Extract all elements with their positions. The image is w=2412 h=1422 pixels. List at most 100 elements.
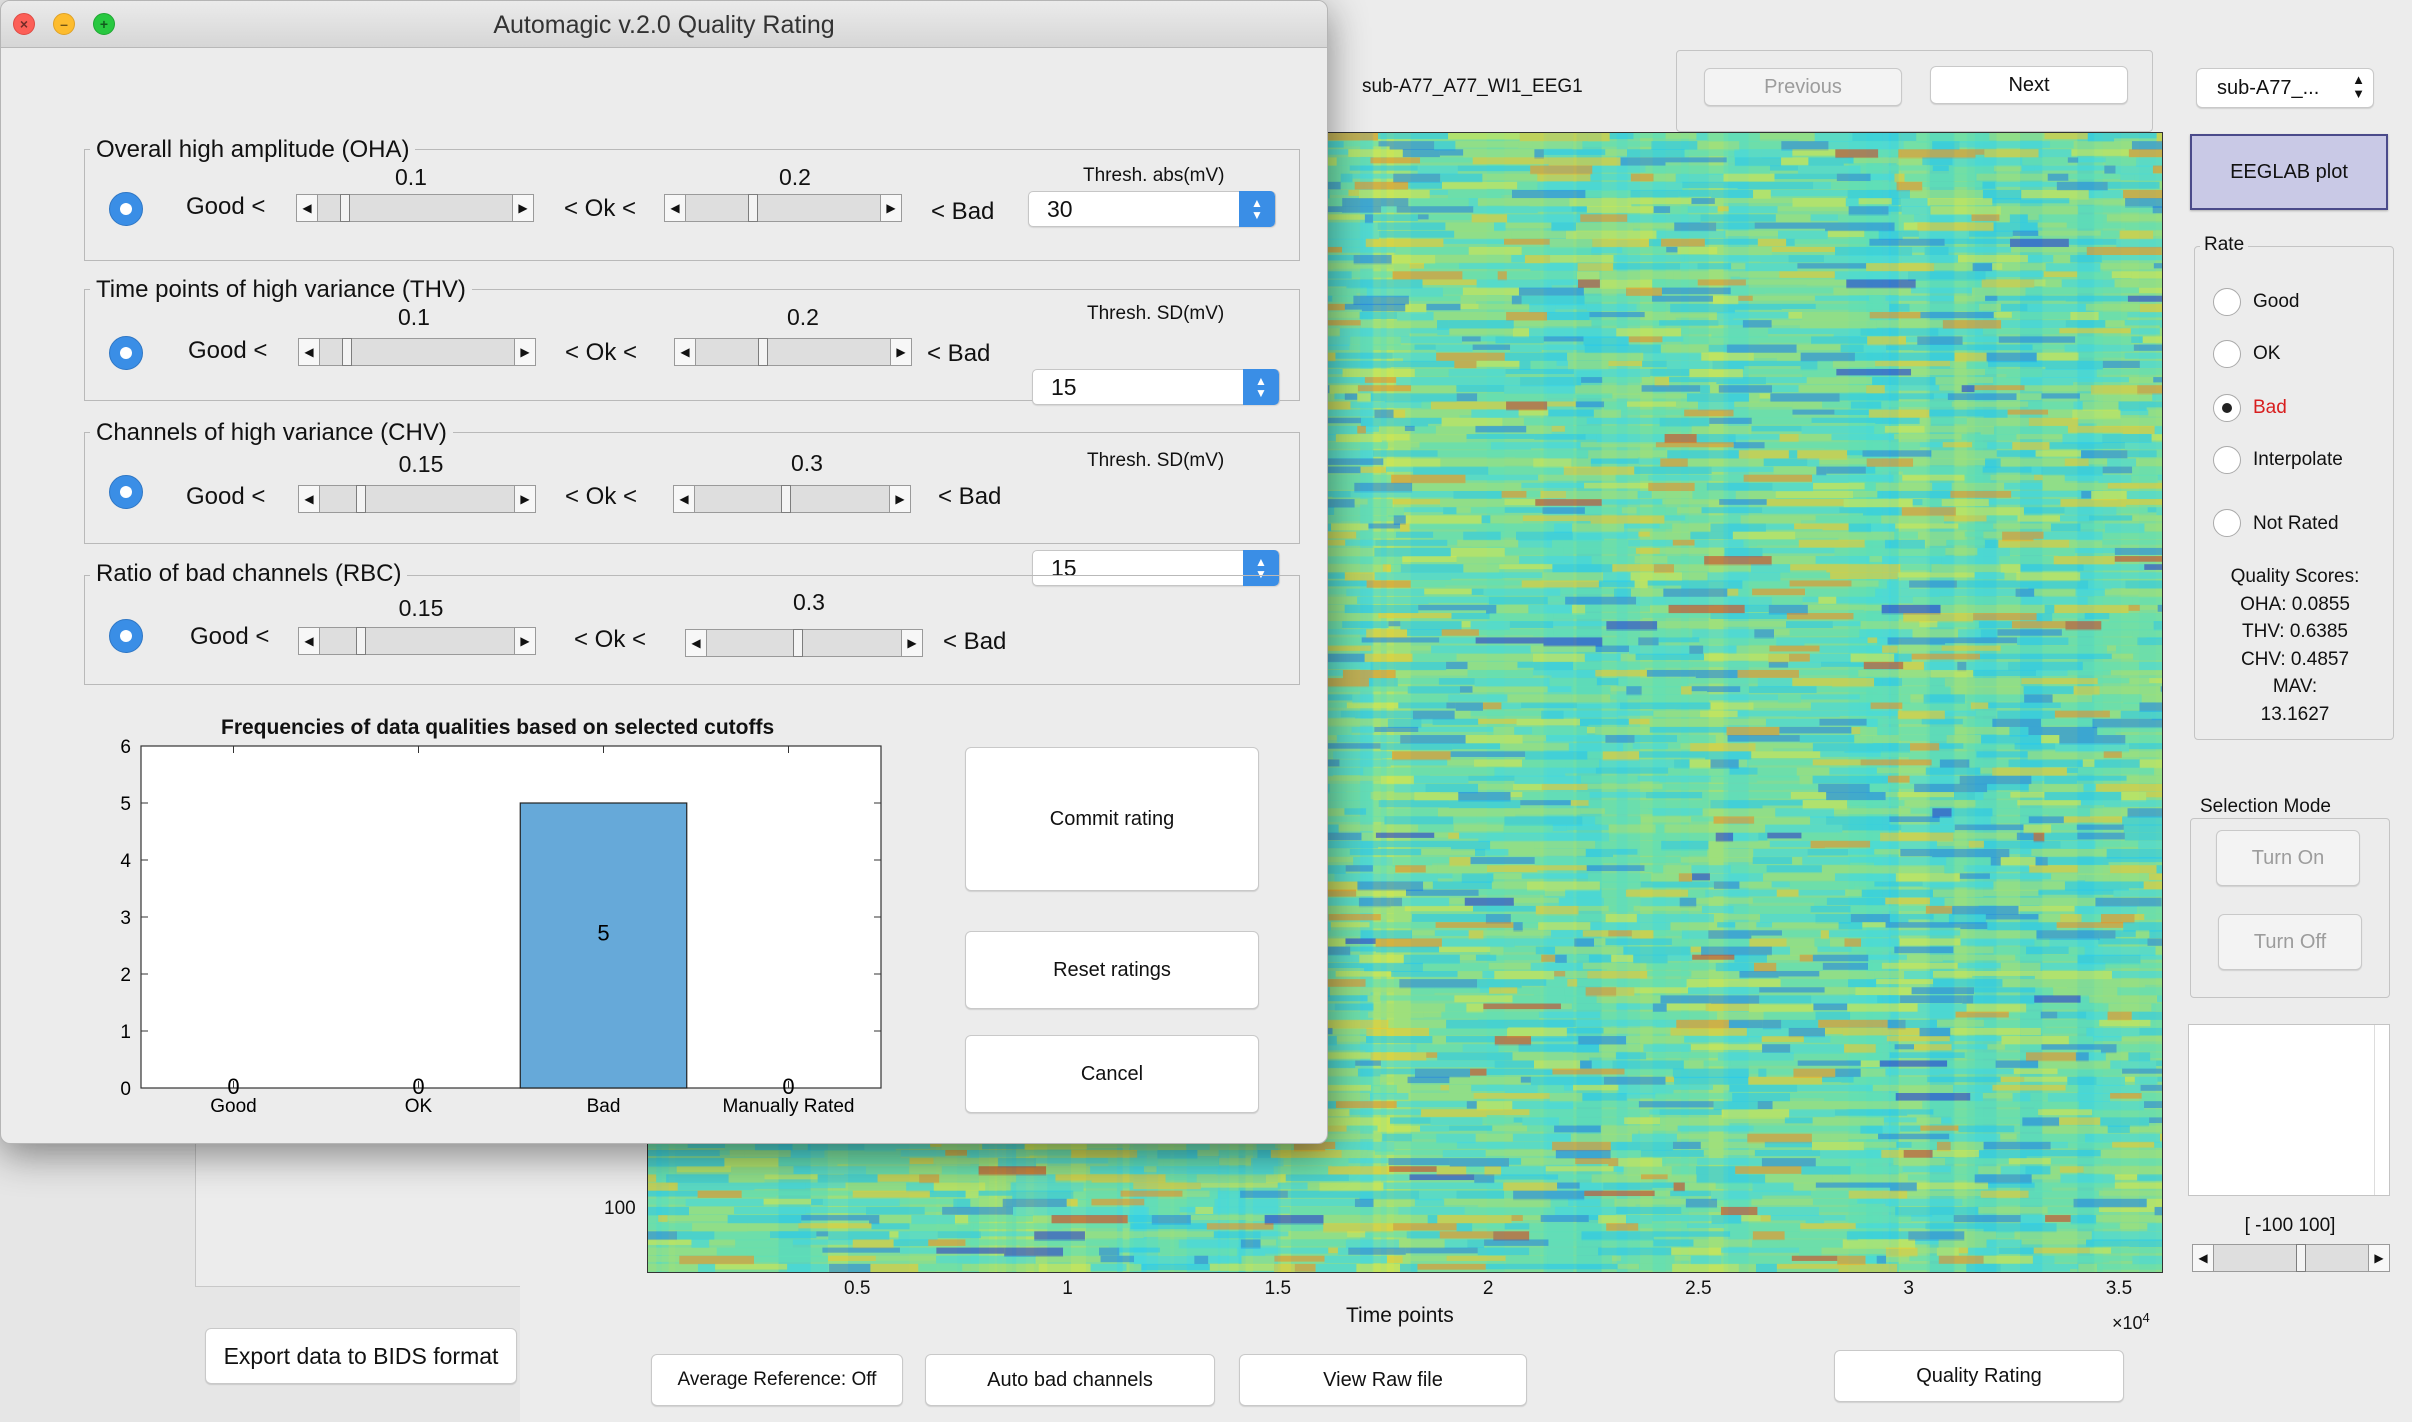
heatmap-cell: [1513, 1117, 1523, 1123]
heatmap-cell: [1889, 547, 1946, 558]
slider-track[interactable]: [2214, 1244, 2368, 1272]
heatmap-cell: [1650, 368, 1690, 376]
heatmap-cell: [2128, 1052, 2151, 1062]
heatmap-cell: [1151, 1215, 1191, 1225]
heatmap-cell: [1392, 751, 1451, 761]
heatmap-cell: [1408, 198, 1469, 207]
heatmap-cell: [1418, 824, 1454, 832]
heatmap-cell: [1814, 938, 1830, 949]
heatmap-cell: [1409, 434, 1467, 444]
heatmap-cell: [1962, 1198, 2001, 1207]
heatmap-cell: [792, 1141, 808, 1148]
heatmap-cell: [1659, 1109, 1722, 1115]
heatmap-cell: [1404, 905, 1473, 912]
heatmap-cell: [1341, 1149, 1375, 1159]
heatmap-cell: [1869, 311, 1921, 319]
heatmap-cell: [954, 1215, 969, 1225]
heatmap-cell: [1966, 661, 2009, 671]
slider-left-arrow-icon[interactable]: ◀: [2193, 1245, 2214, 1271]
rate-ok-radio[interactable]: [2213, 340, 2241, 368]
heatmap-cell: [1890, 930, 1961, 936]
heatmap-cell: [1626, 1093, 1656, 1099]
heatmap-cell: [1830, 1036, 1887, 1044]
heatmap-cell: [2014, 1125, 2043, 1132]
heatmap-cell: [1209, 1190, 1218, 1200]
selection-list[interactable]: [2188, 1024, 2390, 1196]
heatmap-cell: [1978, 1166, 2001, 1174]
heatmap-cell: [1565, 889, 1602, 899]
heatmap-cell: [1749, 393, 1760, 403]
heatmap-cell: [1815, 515, 1882, 523]
heatmap-cell: [1340, 905, 1405, 914]
heatmap-cell: [1590, 173, 1631, 181]
heatmap-cell: [2154, 1141, 2162, 1148]
heatmap-cell: [1087, 1141, 1131, 1149]
heatmap-cell: [1772, 385, 1799, 393]
heatmap-cell: [1875, 466, 1903, 472]
heatmap-cell: [939, 1174, 1017, 1182]
heatmap-cell: [1898, 149, 1976, 159]
heatmap-cell: [1283, 1158, 1332, 1166]
subject-select[interactable]: sub-A77_... ▲ ▼: [2196, 68, 2374, 108]
heatmap-cell: [1742, 580, 1790, 590]
heatmap-cell: [2129, 1125, 2162, 1133]
heatmap-cell: [2028, 401, 2074, 410]
heatmap-cell: [933, 1182, 986, 1191]
heatmap-cell: [1711, 1215, 1742, 1225]
heatmap-cell: [1942, 442, 1973, 448]
heatmap-cell: [1273, 1223, 1315, 1231]
heatmap-cell: [1739, 970, 1779, 978]
heatmap-cell: [1522, 791, 1590, 801]
heatmap-cell: [1585, 189, 1631, 197]
heatmap-cell: [1314, 1223, 1324, 1230]
heatmap-cell: [1668, 767, 1730, 777]
turn-off-button[interactable]: Turn Off: [2218, 914, 2362, 970]
heatmap-cell: [1671, 938, 1694, 947]
rate-good-radio[interactable]: [2213, 288, 2241, 316]
heatmap-cell: [1812, 1198, 1858, 1205]
export-bids-button[interactable]: Export data to BIDS format: [205, 1328, 517, 1384]
heatmap-cell: [1357, 393, 1371, 403]
heatmap-cell: [1468, 775, 1515, 781]
heatmap-cell: [1681, 328, 1712, 335]
heatmap-cell: [1530, 645, 1596, 652]
heatmap-cell: [2096, 368, 2162, 375]
heatmap-cell: [1799, 735, 1855, 743]
heatmap-cell: [2108, 857, 2162, 863]
heatmap-cell: [1206, 1223, 1274, 1230]
rate-group: [2194, 246, 2394, 740]
heatmap-cell: [1894, 613, 1904, 620]
heatmap-cell: [2082, 759, 2095, 767]
heatmap-cell: [1845, 198, 1859, 207]
eeglab-plot-button[interactable]: EEGLAB plot: [2190, 134, 2388, 210]
heatmap-cell: [1522, 759, 1600, 768]
rate-not-rated-radio[interactable]: [2213, 509, 2241, 537]
slider-right-arrow-icon[interactable]: ▶: [2368, 1245, 2389, 1271]
heatmap-cell: [1342, 206, 1382, 213]
heatmap-cell: [1543, 336, 1584, 342]
heatmap-cell: [1346, 1125, 1378, 1131]
heatmap-cell: [1922, 181, 1983, 187]
heatmap-cell: [1350, 490, 1389, 498]
slider-thumb[interactable]: [2296, 1244, 2306, 1272]
heatmap-cell: [824, 1149, 901, 1159]
heatmap-cell: [1144, 1198, 1215, 1208]
heatmap-cell: [1835, 246, 1913, 256]
next-button[interactable]: Next: [1930, 66, 2128, 104]
heatmap-cell: [2040, 718, 2093, 726]
rate-bad-radio[interactable]: [2213, 394, 2241, 422]
rate-interpolate-radio[interactable]: [2213, 446, 2241, 474]
color-range-slider[interactable]: ◀ ▶: [2192, 1244, 2390, 1272]
heatmap-cell: [1874, 678, 1903, 686]
heatmap-cell: [2000, 1166, 2026, 1175]
heatmap-cell: [1708, 344, 1727, 352]
heatmap-cell: [1595, 645, 1630, 653]
heatmap-cell: [2021, 165, 2035, 171]
heatmap-cell: [1736, 1101, 1758, 1110]
turn-on-button[interactable]: Turn On: [2216, 830, 2360, 886]
heatmap-cell: [1705, 1003, 1749, 1011]
previous-button[interactable]: Previous: [1704, 68, 1902, 106]
heatmap-cell: [2047, 857, 2109, 865]
heatmap-cell: [1622, 629, 1693, 638]
heatmap-cell: [648, 1158, 725, 1167]
